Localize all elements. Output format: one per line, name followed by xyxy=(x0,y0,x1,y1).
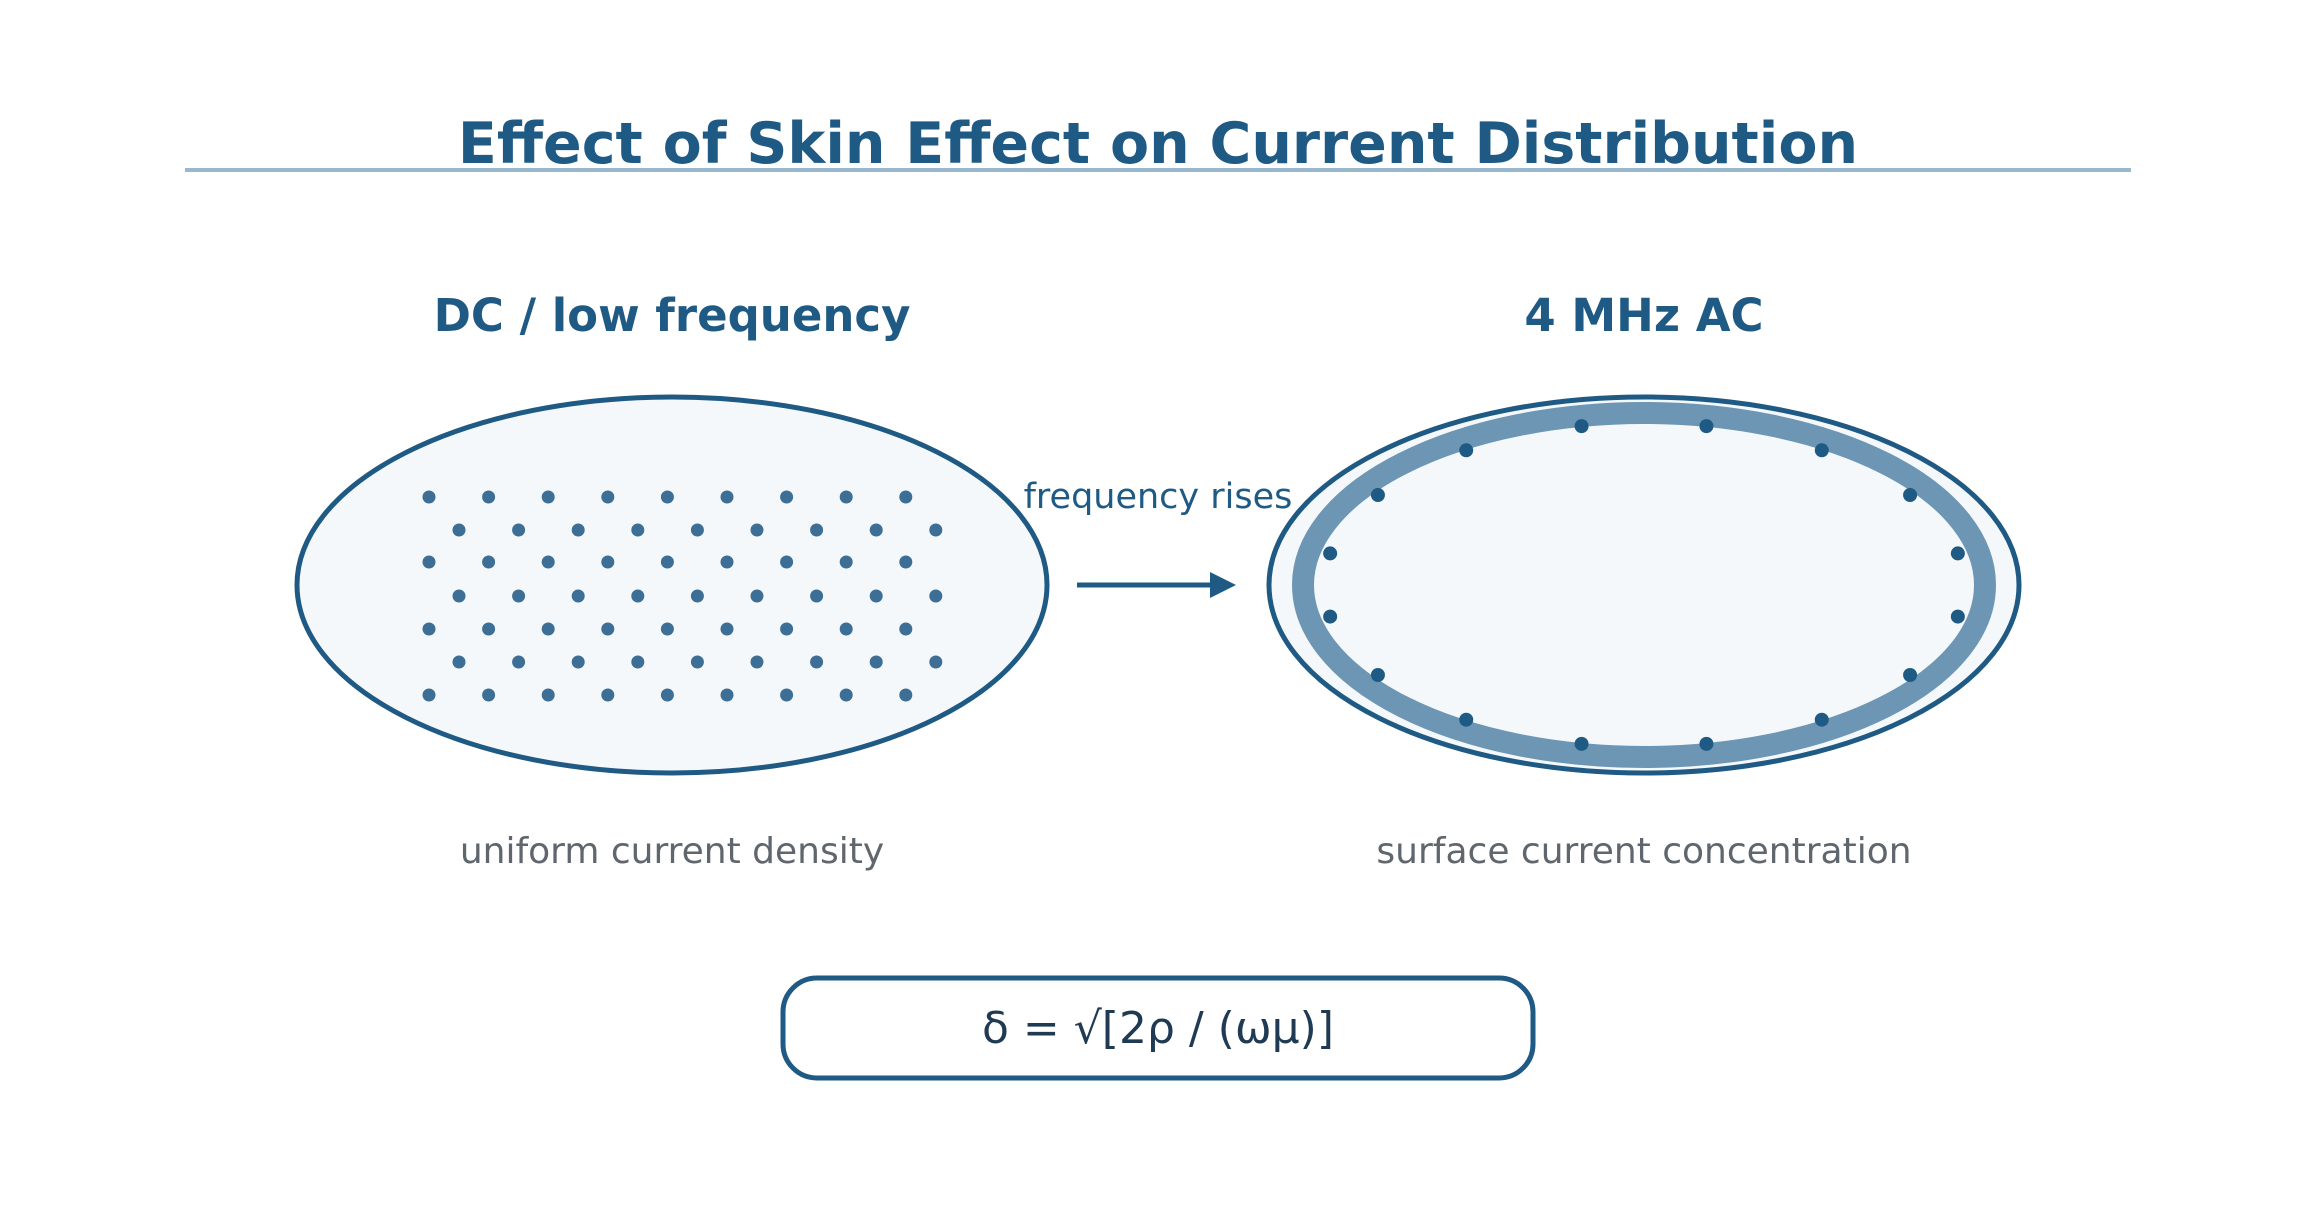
surface-current-dot xyxy=(1950,546,1965,561)
frequency-arrow-head xyxy=(1210,572,1236,598)
current-dot xyxy=(839,555,853,569)
current-dot xyxy=(422,555,436,569)
current-dot xyxy=(660,555,674,569)
current-dot xyxy=(899,490,913,504)
current-dot xyxy=(810,523,824,537)
current-dot xyxy=(869,655,883,669)
current-dot xyxy=(869,589,883,603)
current-dot xyxy=(810,589,824,603)
current-dot xyxy=(750,523,764,537)
current-dot xyxy=(512,523,526,537)
surface-current-dot xyxy=(1903,487,1918,502)
surface-current-dot xyxy=(1903,668,1918,683)
surface-current-dot xyxy=(1323,609,1338,624)
surface-current-dot xyxy=(1950,609,1965,624)
surface-current-dot xyxy=(1814,712,1829,727)
current-dot xyxy=(631,655,645,669)
surface-current-ring xyxy=(1292,402,1996,768)
current-dot xyxy=(482,555,496,569)
current-dot xyxy=(690,523,704,537)
current-dot xyxy=(780,688,794,702)
surface-current-dots xyxy=(1323,419,1965,751)
left-panel-heading: DC / low frequency xyxy=(434,289,911,342)
current-dot xyxy=(690,655,704,669)
current-dot xyxy=(452,523,466,537)
current-dot xyxy=(541,622,555,636)
current-dot xyxy=(660,622,674,636)
diagram-title: Effect of Skin Effect on Current Distrib… xyxy=(458,111,1858,177)
current-dot xyxy=(571,589,585,603)
current-dot xyxy=(839,688,853,702)
current-dot xyxy=(690,589,704,603)
current-dot xyxy=(810,655,824,669)
current-dot xyxy=(929,523,943,537)
current-dot xyxy=(482,490,496,504)
surface-current-dot xyxy=(1370,487,1385,502)
current-dot xyxy=(422,622,436,636)
current-dot xyxy=(780,555,794,569)
surface-current-dot xyxy=(1699,419,1714,434)
current-dot xyxy=(422,688,436,702)
current-dot xyxy=(750,655,764,669)
surface-current-dot xyxy=(1459,712,1474,727)
current-dot xyxy=(720,555,734,569)
current-dot xyxy=(929,589,943,603)
current-dot xyxy=(541,490,555,504)
current-dot xyxy=(482,622,496,636)
current-dot xyxy=(750,589,764,603)
arrow-label: frequency rises xyxy=(1024,477,1293,517)
skin-depth-formula: δ = √[2ρ / (ωμ)] xyxy=(982,1003,1334,1054)
current-dot xyxy=(720,622,734,636)
current-dot xyxy=(899,622,913,636)
current-dot xyxy=(452,589,466,603)
current-dot xyxy=(571,655,585,669)
uniform-current-dots xyxy=(422,490,943,702)
current-dot xyxy=(839,622,853,636)
surface-current-dot xyxy=(1574,736,1589,751)
current-dot xyxy=(631,523,645,537)
current-dot xyxy=(601,622,615,636)
current-dot xyxy=(660,490,674,504)
right-panel-caption: surface current concentration xyxy=(1376,831,1911,872)
current-dot xyxy=(720,688,734,702)
current-dot xyxy=(720,490,734,504)
current-dot xyxy=(929,655,943,669)
surface-current-dot xyxy=(1459,443,1474,458)
current-dot xyxy=(482,688,496,702)
current-dot xyxy=(899,688,913,702)
current-dot xyxy=(601,490,615,504)
current-dot xyxy=(512,589,526,603)
current-dot xyxy=(869,523,883,537)
current-dot xyxy=(452,655,466,669)
current-dot xyxy=(422,490,436,504)
current-dot xyxy=(631,589,645,603)
dc-conductor-cross-section xyxy=(294,394,1050,776)
current-dot xyxy=(541,555,555,569)
ac-conductor-cross-section xyxy=(1266,394,2022,776)
current-dot xyxy=(512,655,526,669)
left-panel-caption: uniform current density xyxy=(460,831,884,872)
current-dot xyxy=(780,490,794,504)
current-dot xyxy=(899,555,913,569)
current-dot xyxy=(601,688,615,702)
current-dot xyxy=(660,688,674,702)
current-dot xyxy=(780,622,794,636)
surface-current-dot xyxy=(1370,668,1385,683)
surface-current-dot xyxy=(1323,546,1338,561)
current-dot xyxy=(601,555,615,569)
surface-current-dot xyxy=(1699,736,1714,751)
current-dot xyxy=(571,523,585,537)
surface-current-dot xyxy=(1574,419,1589,434)
current-dot xyxy=(839,490,853,504)
current-dot xyxy=(541,688,555,702)
right-panel-heading: 4 MHz AC xyxy=(1524,289,1763,342)
formula-box xyxy=(780,975,1536,1081)
surface-current-dot xyxy=(1814,443,1829,458)
